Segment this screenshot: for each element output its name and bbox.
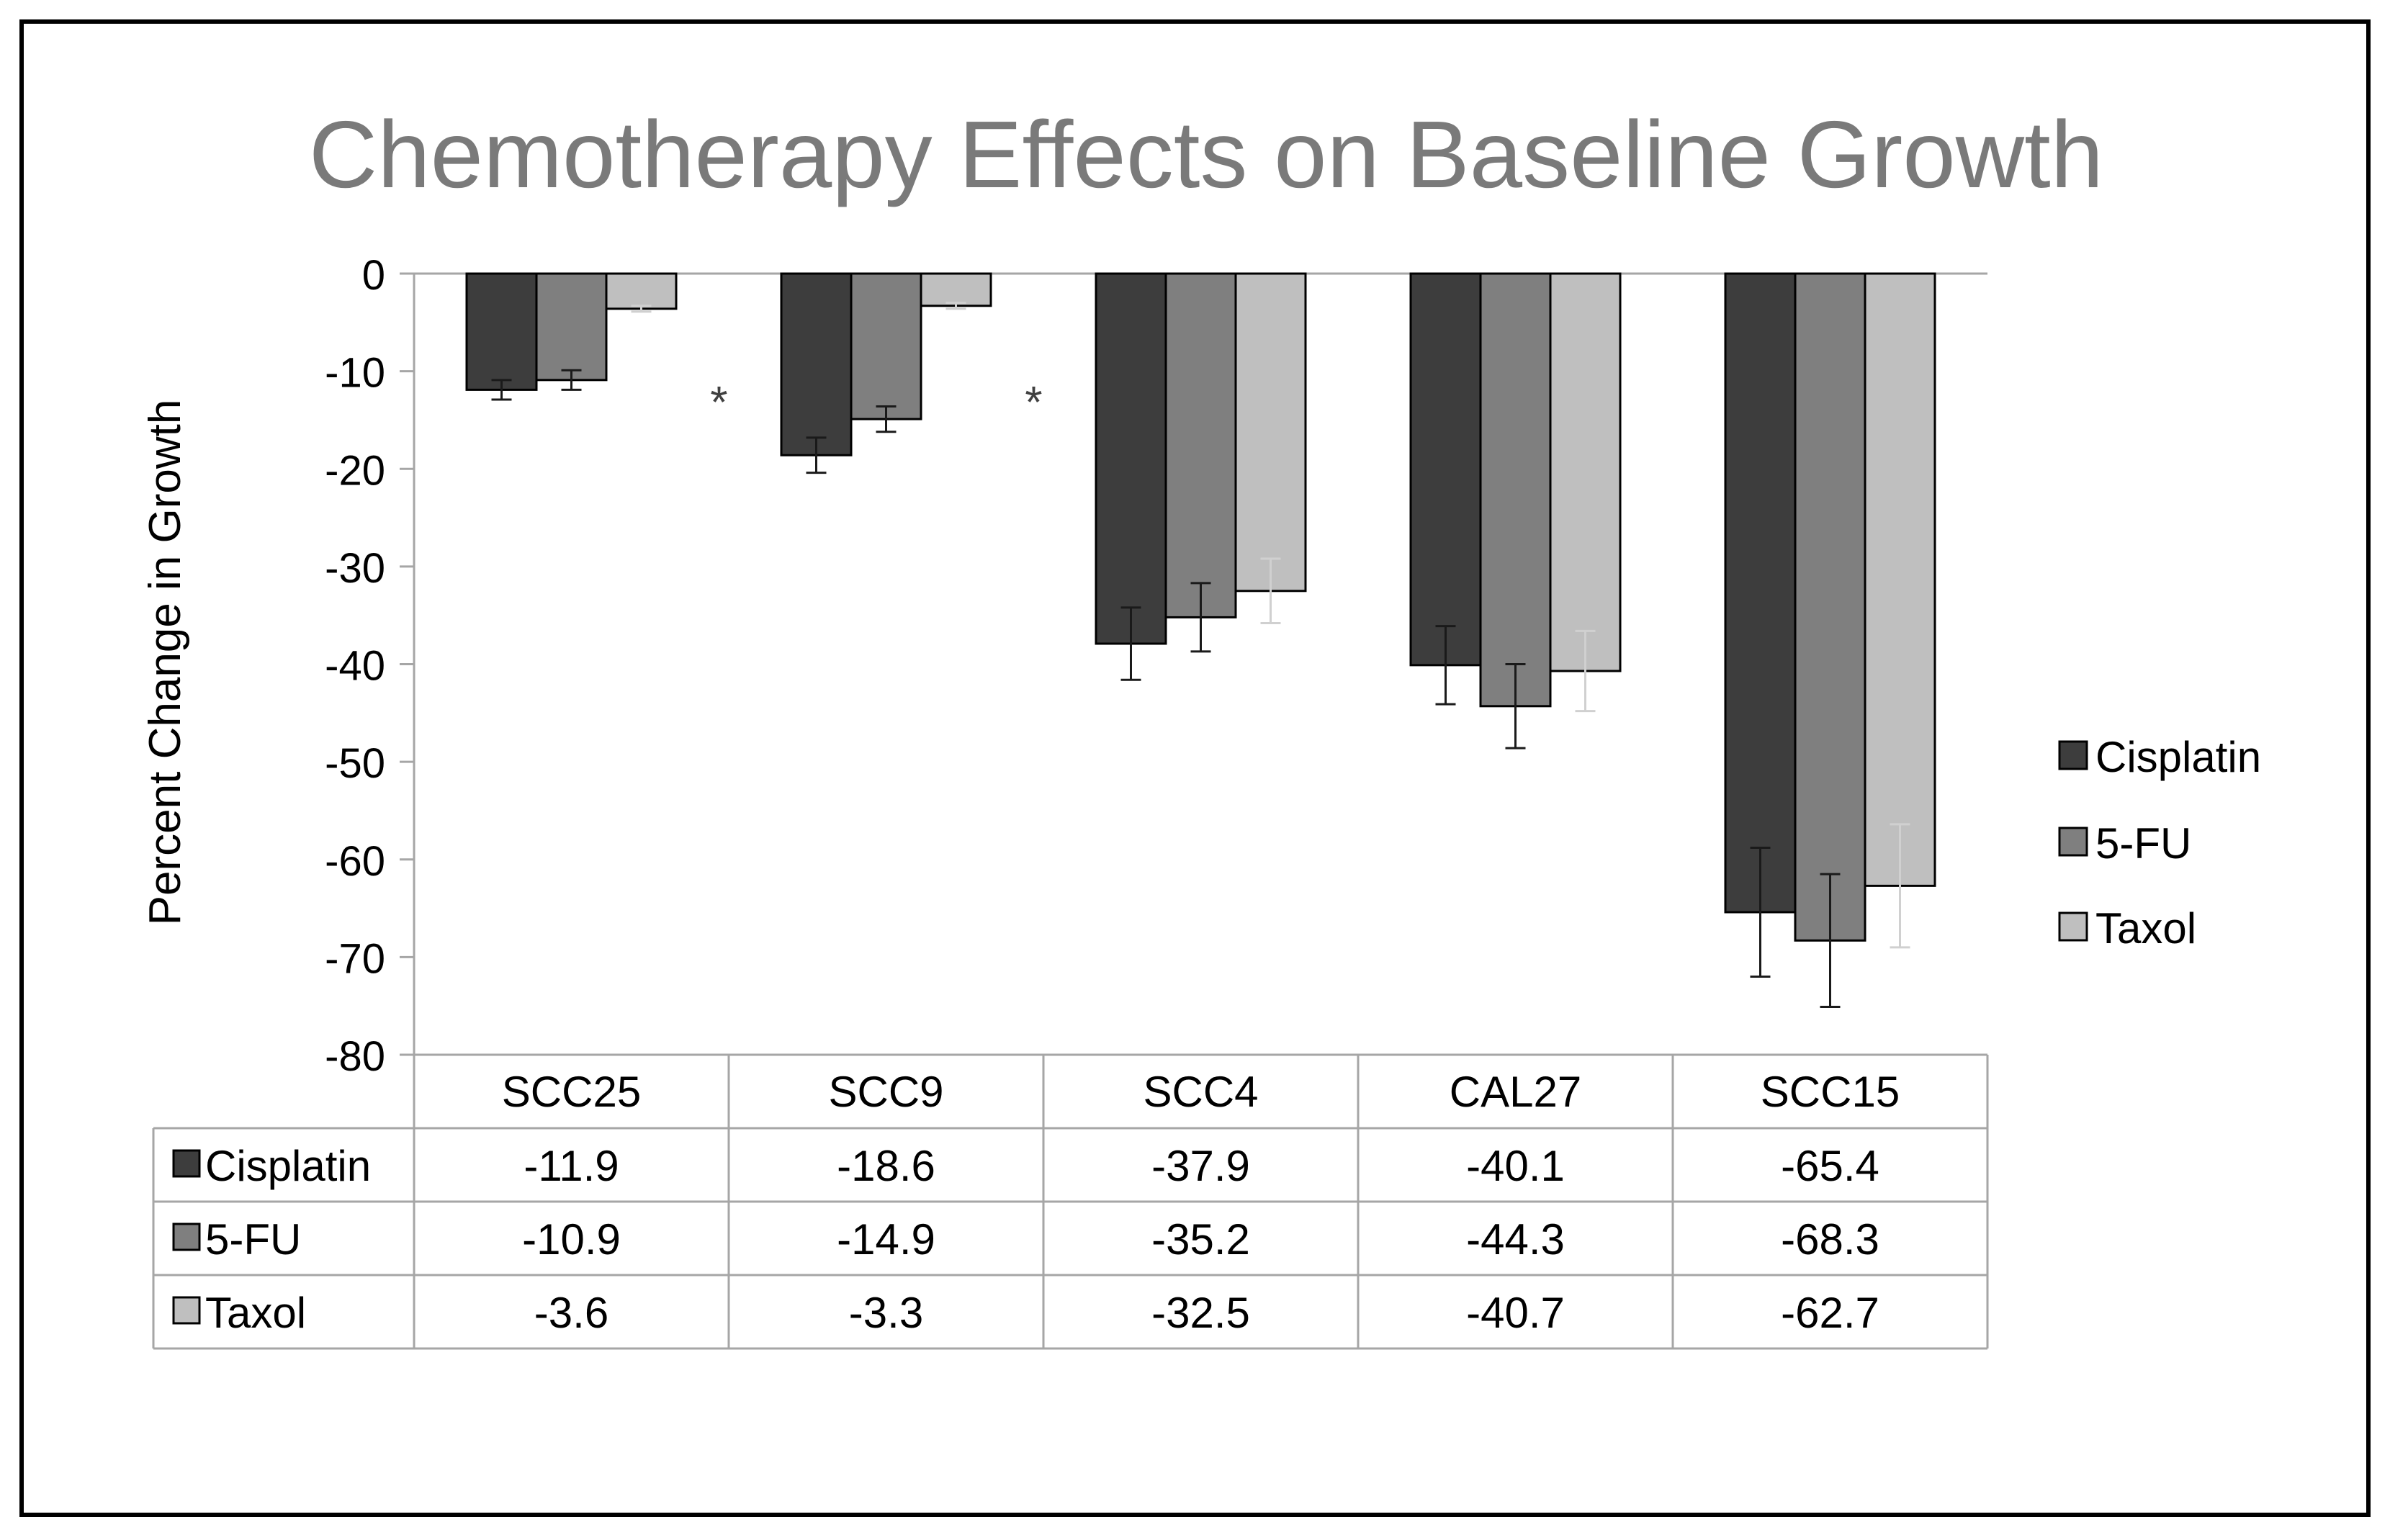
legend: Cisplatin 5-FU Taxol [2058,733,2261,953]
y-tick-label: -20 [325,447,385,494]
data-label: -65.4 [1781,1142,1879,1190]
y-tick-label: -60 [325,838,385,885]
data-label: -68.3 [1781,1215,1879,1264]
y-tick-label: -70 [325,935,385,982]
data-label: -14.9 [837,1215,935,1264]
y-tick-label: -80 [325,1033,385,1080]
table-legend-key [172,1296,201,1325]
legend-label: Cisplatin [2095,733,2261,781]
bar-cisplatin-scc9 [780,272,853,456]
data-label: -40.7 [1466,1289,1565,1337]
x-tick-label: SCC4 [1143,1068,1258,1116]
data-label: -32.5 [1151,1289,1250,1337]
significance-asterisk: * [710,378,727,428]
significance-asterisk: * [1025,378,1042,428]
y-tick-label: -50 [325,740,385,787]
bar-taxol-scc15 [1864,272,1936,887]
legend-label: 5-FU [2095,819,2191,868]
bar-cisplatin-scc25 [465,272,538,391]
data-table: SCC25 SCC9 SCC4 CAL27 SCC15 Cisplatin -11.9 -18… [152,1053,1989,1350]
y-tick-label: -30 [325,545,385,592]
y-tick-label: -40 [325,643,385,690]
table-legend-key [172,1149,201,1178]
table-series-label: Cisplatin [205,1142,371,1190]
table-legend-key [172,1222,201,1251]
table-series-label: 5-FU [205,1215,301,1264]
data-label: -40.1 [1466,1142,1565,1190]
bar-5-fu-cal27 [1479,272,1552,708]
bar-cisplatin-scc4 [1095,272,1167,645]
data-label: -3.6 [534,1289,608,1337]
data-label: -10.9 [522,1215,621,1264]
figure-frame [19,19,2371,1517]
bar-5-fu-scc15 [1794,272,1866,942]
data-label: -18.6 [837,1142,935,1190]
x-tick-label: CAL27 [1450,1068,1581,1116]
data-label: -37.9 [1151,1142,1250,1190]
bar-cisplatin-cal27 [1409,272,1482,667]
data-label: -62.7 [1781,1289,1879,1337]
y-tick-label: 0 [362,252,385,299]
table-series-label: Taxol [205,1289,306,1337]
legend-key-cisplatin [2058,740,2088,770]
legend-label: Taxol [2095,904,2196,953]
x-tick-label: SCC15 [1761,1068,1900,1116]
bar-taxol-scc25 [605,272,678,310]
data-label: -11.9 [524,1142,619,1190]
bar-taxol-cal27 [1549,272,1622,672]
bar-taxol-scc9 [920,272,992,307]
bar-cisplatin-scc15 [1724,272,1797,914]
chart-title: Chemotherapy Effects on Baseline Growth [309,102,2103,207]
legend-key-taxol [2058,911,2088,942]
bar-5-fu-scc4 [1164,272,1237,618]
data-label: -35.2 [1151,1215,1250,1264]
legend-key-5-fu [2058,827,2088,857]
data-label: -3.3 [849,1289,923,1337]
plot-area: 0 -10 -20 -30 -40 -50 -60 -70 -80 * * [325,252,1987,1080]
bar-5-fu-scc9 [850,272,922,420]
y-tick-label: -10 [325,350,385,397]
bar-5-fu-scc25 [535,272,608,382]
x-tick-label: SCC9 [828,1068,943,1116]
x-tick-label: SCC25 [502,1068,641,1116]
y-axis-label: Percent Change in Growth [140,400,190,926]
bar-taxol-scc4 [1234,272,1307,593]
data-label: -44.3 [1466,1215,1565,1264]
